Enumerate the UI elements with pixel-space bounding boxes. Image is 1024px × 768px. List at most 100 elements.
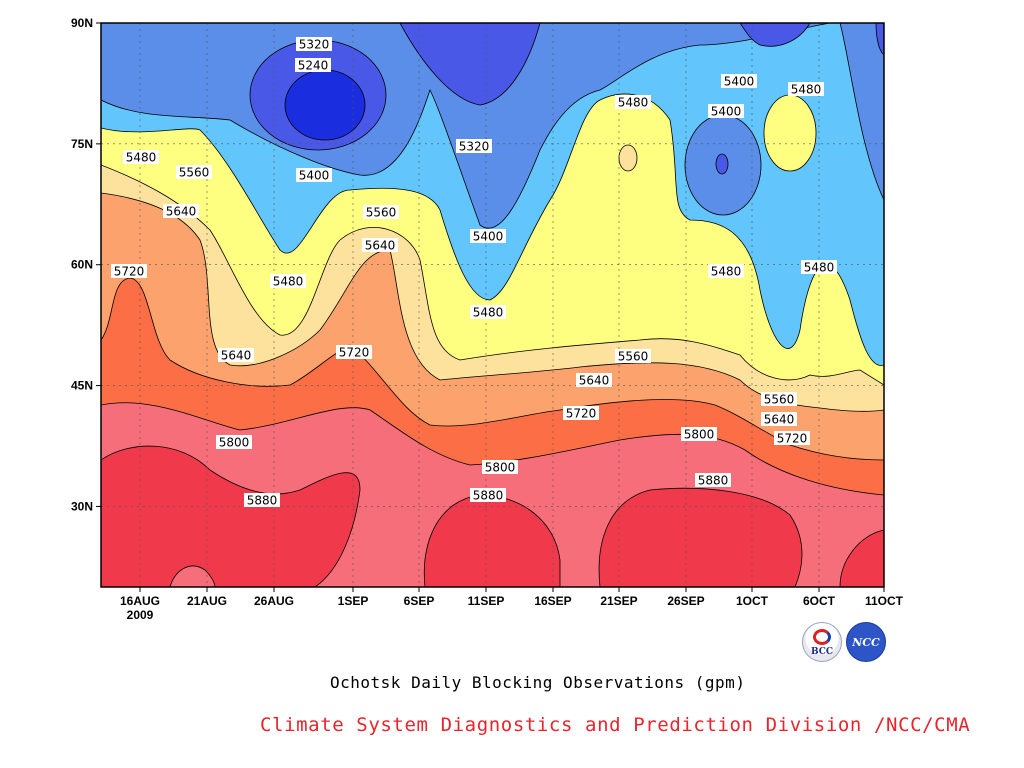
contour-label-box <box>363 205 399 219</box>
contour-label-box <box>123 150 159 164</box>
plot-frame <box>100 22 885 588</box>
contour-label-box <box>761 412 797 426</box>
contour-label-5480: 5480 <box>618 96 649 110</box>
band-5880-left <box>101 445 361 587</box>
contour-label-box <box>296 37 332 51</box>
axes: 16AUG 21AUG 26AUG 1SEP 6SEP 11SEP 16SEP 21SEP 26… <box>71 16 904 622</box>
contour-label-5400: 5400 <box>711 105 742 119</box>
x-tick-label: 11OCT <box>865 594 904 608</box>
x-tick-label: 26AUG <box>254 594 294 608</box>
contour-label-box <box>336 345 372 359</box>
x-tick-label: 26SEP <box>667 594 704 608</box>
contour-label-box <box>216 435 252 449</box>
x-tick-label: 16AUG <box>120 594 160 608</box>
contour-label-5720: 5720 <box>114 265 145 279</box>
low-5320-north <box>399 23 541 106</box>
contour-label-box <box>296 168 332 182</box>
pink-island <box>169 565 216 587</box>
contour-label-5800: 5800 <box>219 436 250 450</box>
contour-label-5640: 5640 <box>579 374 610 388</box>
contour-label-5640: 5640 <box>166 205 197 219</box>
contour-labels: 5320 5240 5480 5560 5400 5320 5640 5560 5400 5720… <box>111 37 837 508</box>
low-5320-ne <box>739 23 811 47</box>
contour-label-box <box>163 204 199 218</box>
contour-label-box <box>615 95 651 109</box>
contour-label-box <box>295 58 331 72</box>
contour-label-box <box>218 348 254 362</box>
contour-label-box <box>695 473 731 487</box>
bcc-swirl-icon <box>813 629 831 645</box>
contour-label-5480: 5480 <box>804 261 835 275</box>
contour-label-5480: 5480 <box>791 83 822 97</box>
contour-label-box <box>244 493 280 507</box>
contour-label-5480: 5480 <box>473 306 504 320</box>
contour-label-box <box>362 238 398 252</box>
x-tick-label: 11SEP <box>468 594 505 608</box>
contour-label-5400: 5400 <box>724 75 755 89</box>
x-tick-label: 21AUG <box>187 594 227 608</box>
contour-label-box <box>788 82 824 96</box>
contour-label-5640: 5640 <box>365 239 396 253</box>
contour-label-box <box>708 264 744 278</box>
contour-label-5880: 5880 <box>473 489 504 503</box>
contour-label-box <box>470 488 506 502</box>
contour-label-5560: 5560 <box>764 393 795 407</box>
contour-label-5320: 5320 <box>459 140 490 154</box>
contour-label-5640: 5640 <box>221 349 252 363</box>
contour-label-5480: 5480 <box>273 275 304 289</box>
contour-label-5720: 5720 <box>339 346 370 360</box>
contour-label-box <box>708 104 744 118</box>
contour-label-box <box>576 373 612 387</box>
contour-label-box <box>176 165 212 179</box>
x-tick-label: 21SEP <box>600 594 637 608</box>
bcc-logo-text: BCC <box>810 647 834 657</box>
yellow-island <box>763 94 817 172</box>
contour-label-5560: 5560 <box>179 166 210 180</box>
low-5320-edge <box>875 23 884 56</box>
contour-label-box <box>111 264 147 278</box>
contour-label-5240: 5240 <box>298 59 329 73</box>
bcc-logo-icon: BCC <box>802 622 842 662</box>
contour-label-5320: 5320 <box>299 38 330 52</box>
contour-label-box <box>761 392 797 406</box>
y-tick-label: 30N <box>71 499 93 513</box>
contour-label-5480: 5480 <box>126 151 157 165</box>
contour-label-5880: 5880 <box>698 474 729 488</box>
x-tick-label: 1SEP <box>338 594 369 608</box>
contour-label-box <box>482 460 518 474</box>
ncc-logo-icon: NCC <box>846 622 886 662</box>
x-tick-label: 6SEP <box>404 594 435 608</box>
chart-title: Ochotsk Daily Blocking Observations (gpm… <box>330 673 746 692</box>
ncc-logo-text: NCC <box>852 636 880 649</box>
y-tick-label: 90N <box>71 16 93 30</box>
contour-label-5800: 5800 <box>485 461 516 475</box>
contour-label-box <box>470 305 506 319</box>
contour-label-box <box>456 139 492 153</box>
yellow-dot <box>618 144 638 172</box>
contour-label-box <box>270 274 306 288</box>
contour-label-5880: 5880 <box>247 494 278 508</box>
contour-label-box <box>615 349 651 363</box>
low-5240 <box>284 69 366 141</box>
x-tick-label: 6OCT <box>803 594 836 608</box>
contour-label-5800: 5800 <box>684 428 715 442</box>
x-tick-label: 16SEP <box>534 594 571 608</box>
organization-caption: Climate System Diagnostics and Predictio… <box>260 714 971 736</box>
contour-label-box <box>470 229 506 243</box>
contour-label-5720: 5720 <box>777 432 808 446</box>
x-year-label: 2009 <box>127 608 154 622</box>
contour-label-box <box>721 74 757 88</box>
contour-label-box <box>681 427 717 441</box>
contour-label-5400: 5400 <box>473 230 504 244</box>
y-tick-label: 60N <box>71 258 93 272</box>
contour-label-5560: 5560 <box>618 350 649 364</box>
contour-label-box <box>801 260 837 274</box>
band-5880-right <box>598 487 803 587</box>
contour-label-5720: 5720 <box>566 407 597 421</box>
contour-label-5400: 5400 <box>299 169 330 183</box>
y-tick-label: 75N <box>71 137 93 151</box>
contour-label-box <box>774 431 810 445</box>
contour-label-5560: 5560 <box>366 206 397 220</box>
low-small-core <box>715 153 729 175</box>
